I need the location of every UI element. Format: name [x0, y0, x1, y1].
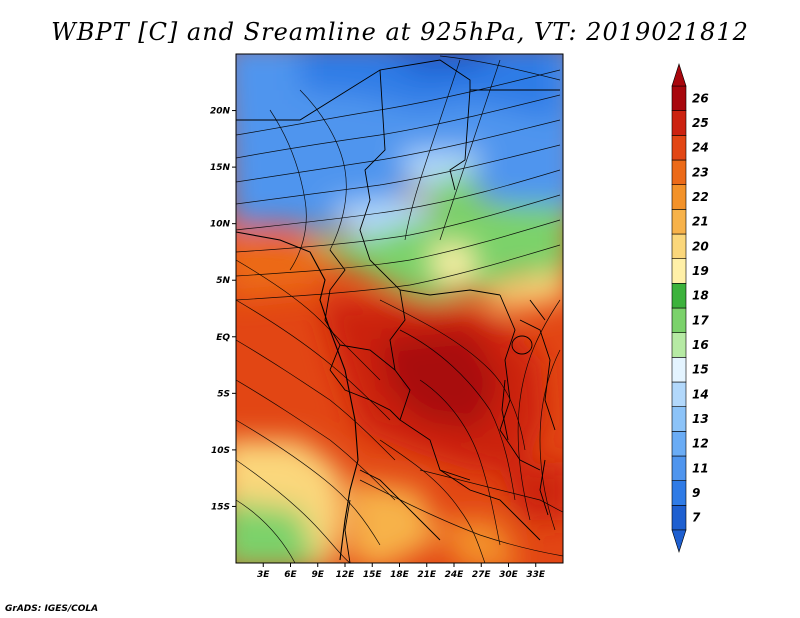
streamlines — [236, 55, 563, 563]
lake-malawi — [539, 459, 549, 516]
lat-tick-label: 15N — [210, 163, 231, 173]
lon-tick-label: 18E — [390, 570, 410, 580]
colorbar-swatch — [671, 85, 687, 111]
lat-tick-label: 10S — [211, 446, 230, 456]
colorbar: 7 9 11 12 13 14 15 16 17 18 19 20 21 22 23 24 25 26 — [671, 63, 709, 553]
lon-tick-label: 21E — [417, 570, 437, 580]
colorbar-swatch — [671, 184, 687, 210]
map-axes: 3E 6E 9E 12E 15E 18E 21E 24E 27E 30E 33E 20N 15N 10N 5… — [210, 107, 546, 580]
colorbar-swatch — [671, 110, 687, 136]
lon-tick-label: 12E — [336, 570, 356, 580]
lon-tick-label: 30E — [499, 570, 519, 580]
colorbar-swatch — [671, 455, 687, 481]
lat-tick-label: 15S — [211, 502, 230, 512]
lat-tick-label: EQ — [216, 333, 230, 343]
colorbar-label: 22 — [692, 190, 709, 204]
lat-tick-label: 20N — [210, 107, 231, 117]
colorbar-label: 26 — [692, 91, 709, 105]
colorbar-label: 9 — [692, 486, 700, 500]
lon-tick-label: 27E — [472, 570, 492, 580]
lon-tick-label: 6E — [284, 570, 297, 580]
colorbar-label: 23 — [692, 165, 709, 179]
colorbar-label: 17 — [692, 313, 709, 327]
colorbar-swatch — [671, 357, 687, 383]
lon-tick-label: 24E — [445, 570, 465, 580]
colorbar-swatch — [671, 159, 687, 185]
lon-tick-label: 3E — [257, 570, 270, 580]
colorbar-label: 24 — [692, 141, 709, 155]
grads-credit: GrADS: IGES/COLA — [5, 604, 99, 614]
lake-victoria — [511, 335, 533, 355]
colorbar-label: 12 — [692, 437, 709, 451]
lon-tick-label: 9E — [312, 570, 325, 580]
colorbar-label: 16 — [692, 338, 709, 352]
lon-tick-label: 33E — [526, 570, 546, 580]
colorbar-swatch — [671, 307, 687, 333]
colorbar-swatch — [671, 406, 687, 432]
colorbar-label: 14 — [692, 387, 709, 401]
colorbar-swatch — [671, 480, 687, 506]
lat-tick-label: 10N — [210, 220, 231, 230]
colorbar-bottom-triangle — [671, 529, 687, 553]
colorbar-label: 15 — [692, 363, 709, 377]
wbpt-shading — [236, 54, 563, 563]
colorbar-swatch — [671, 233, 687, 259]
colorbar-swatch — [671, 332, 687, 358]
colorbar-swatch — [671, 381, 687, 407]
country-borders — [236, 59, 560, 563]
colorbar-swatch — [671, 209, 687, 235]
colorbar-label: 11 — [692, 461, 709, 475]
lake-tanganyika — [501, 379, 509, 441]
colorbar-swatch — [671, 505, 687, 531]
colorbar-swatch — [671, 135, 687, 161]
colorbar-label: 7 — [692, 511, 701, 525]
lat-tick-label: 5N — [216, 276, 230, 286]
colorbar-swatch — [671, 258, 687, 284]
lat-tick-label: 5S — [217, 389, 230, 399]
colorbar-top-triangle — [671, 63, 687, 87]
colorbar-label: 21 — [692, 215, 709, 229]
coastline — [236, 231, 359, 561]
colorbar-swatch — [671, 431, 687, 457]
colorbar-label: 13 — [692, 412, 709, 426]
map-title: WBPT [C] and Sreamline at 925hPa, VT: 20… — [51, 18, 749, 46]
colorbar-label: 25 — [692, 116, 709, 130]
lon-tick-label: 15E — [363, 570, 383, 580]
colorbar-label: 18 — [692, 289, 709, 303]
colorbar-label: 20 — [692, 239, 709, 253]
colorbar-swatch — [671, 283, 687, 309]
colorbar-label: 19 — [692, 264, 709, 278]
